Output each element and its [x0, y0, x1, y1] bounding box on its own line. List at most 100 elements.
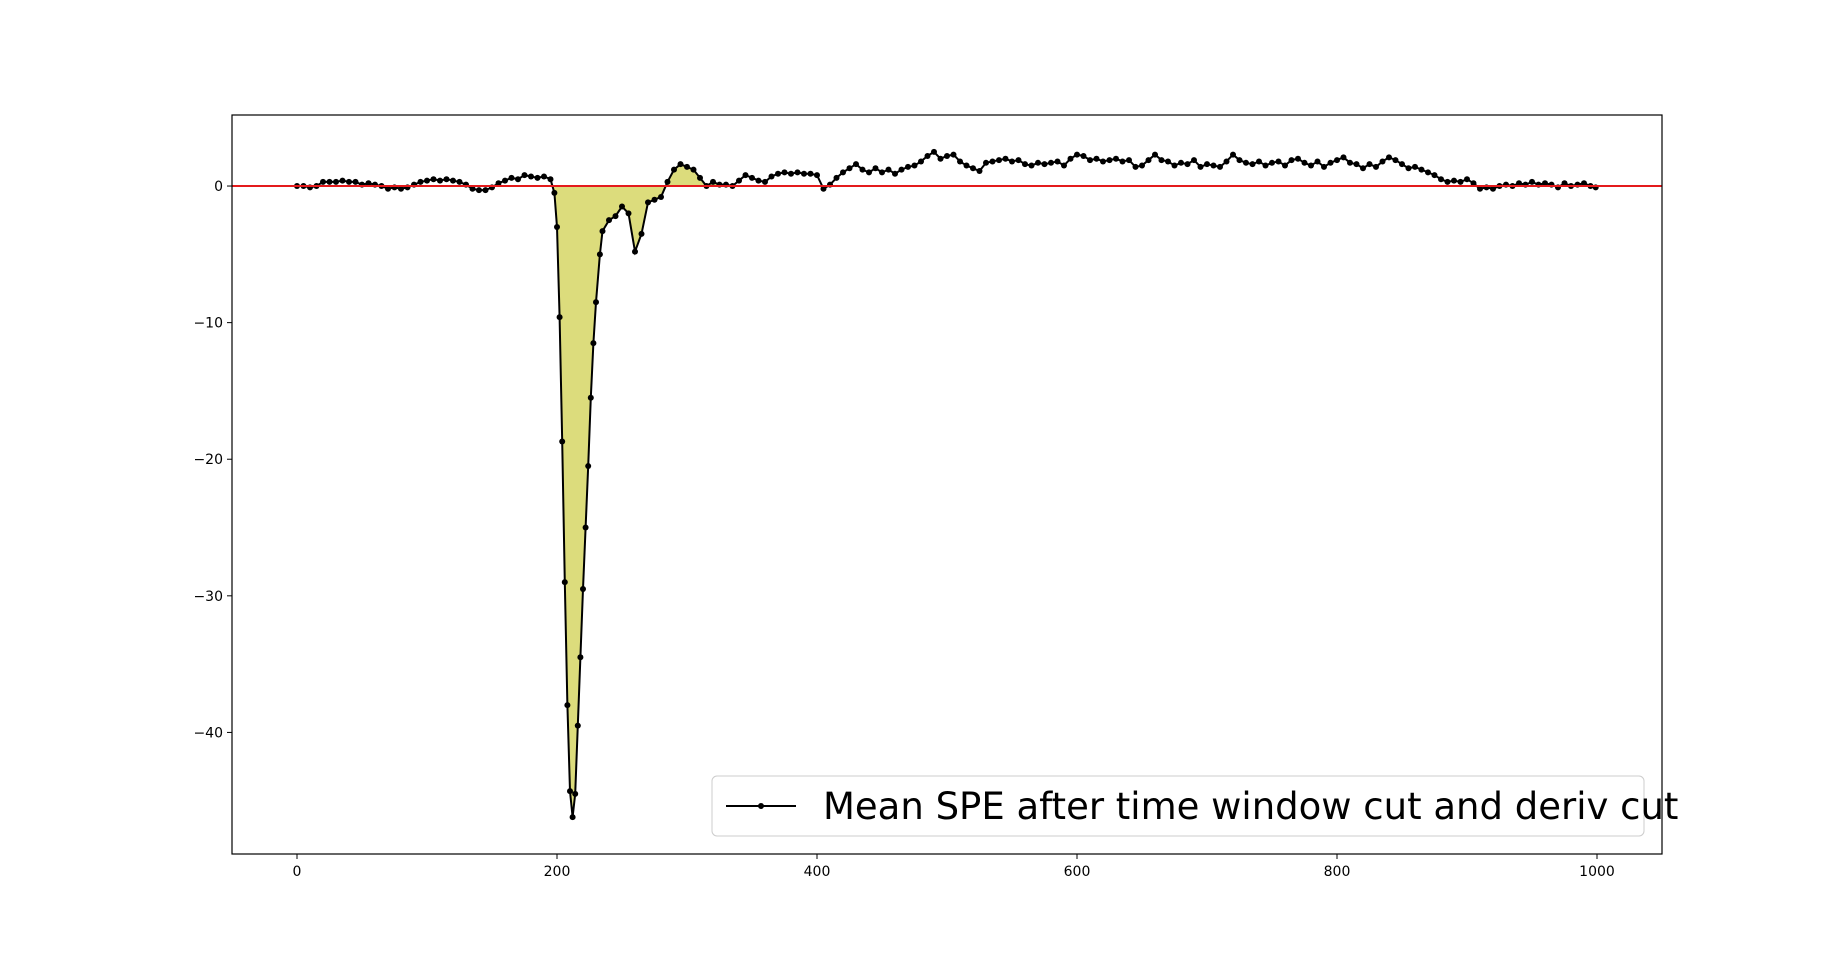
point — [1236, 157, 1243, 164]
point — [1126, 157, 1132, 164]
point — [551, 189, 558, 196]
point — [612, 213, 619, 220]
point — [437, 177, 443, 184]
point — [385, 185, 391, 192]
point — [749, 174, 755, 181]
point — [346, 178, 352, 185]
point — [1015, 157, 1022, 164]
point — [794, 169, 801, 176]
point — [1314, 158, 1321, 165]
point — [1412, 163, 1418, 170]
point — [508, 174, 515, 181]
point — [1204, 161, 1210, 168]
point — [1353, 161, 1360, 168]
point — [1392, 157, 1399, 164]
point — [1477, 185, 1483, 192]
point — [569, 814, 576, 821]
point — [534, 174, 541, 181]
point — [1327, 159, 1334, 166]
point — [1418, 166, 1425, 173]
point — [853, 161, 859, 168]
point — [528, 173, 534, 180]
y-tick-label: −30 — [193, 589, 223, 605]
point — [1139, 162, 1145, 169]
point — [1210, 162, 1217, 169]
point — [1184, 161, 1191, 168]
point — [690, 166, 697, 173]
point — [697, 174, 703, 181]
point — [820, 185, 827, 192]
point — [450, 177, 456, 184]
point — [1269, 159, 1275, 166]
point — [1347, 159, 1353, 166]
point — [1275, 158, 1282, 165]
point — [476, 187, 482, 194]
point — [1041, 161, 1048, 168]
point — [1288, 157, 1295, 164]
legend-box — [711, 775, 1645, 837]
point — [684, 163, 690, 170]
point — [1451, 177, 1457, 184]
point — [398, 185, 404, 192]
y-tick-label: −20 — [193, 452, 223, 468]
point — [1438, 176, 1444, 183]
x-tick-label: 800 — [1324, 864, 1351, 880]
point — [1223, 158, 1230, 165]
point — [326, 178, 333, 185]
point — [1249, 161, 1256, 168]
series-line — [297, 150, 1596, 818]
point — [1542, 180, 1548, 187]
point — [333, 178, 339, 185]
point — [736, 177, 742, 184]
point — [664, 178, 671, 185]
point — [768, 173, 775, 180]
point — [1106, 157, 1113, 164]
point — [599, 228, 606, 235]
point — [924, 152, 931, 159]
y-tick-label: −40 — [193, 725, 223, 741]
point — [911, 162, 918, 169]
point — [638, 230, 645, 237]
point — [1386, 154, 1392, 161]
point — [1100, 158, 1106, 165]
point — [580, 585, 586, 592]
y-tick-label: −10 — [193, 316, 223, 332]
point — [1366, 161, 1373, 168]
point — [898, 166, 905, 173]
point — [1405, 165, 1412, 172]
point — [1002, 155, 1009, 162]
point — [596, 251, 603, 258]
point — [352, 178, 359, 185]
point — [1217, 163, 1223, 170]
point — [885, 166, 892, 173]
point — [937, 155, 944, 162]
point — [521, 172, 528, 179]
point — [1340, 154, 1347, 161]
point — [1256, 158, 1262, 165]
point — [443, 176, 450, 183]
point — [559, 438, 566, 445]
point — [1360, 165, 1366, 172]
x-tick-label: 400 — [804, 864, 831, 880]
point — [320, 178, 326, 185]
point — [1178, 159, 1184, 166]
point — [606, 217, 612, 224]
point — [590, 340, 597, 347]
point — [1529, 178, 1535, 185]
point — [1022, 161, 1028, 168]
point — [577, 654, 584, 661]
point — [1334, 157, 1340, 164]
point — [677, 161, 684, 168]
point — [859, 166, 866, 173]
point — [1035, 159, 1041, 166]
point — [762, 178, 768, 185]
point — [1067, 155, 1074, 162]
point — [814, 172, 820, 179]
point — [1282, 162, 1288, 169]
point — [1425, 169, 1431, 176]
point — [1171, 162, 1178, 169]
point — [645, 199, 651, 206]
point — [970, 165, 976, 172]
point — [892, 170, 898, 177]
point — [1093, 155, 1100, 162]
